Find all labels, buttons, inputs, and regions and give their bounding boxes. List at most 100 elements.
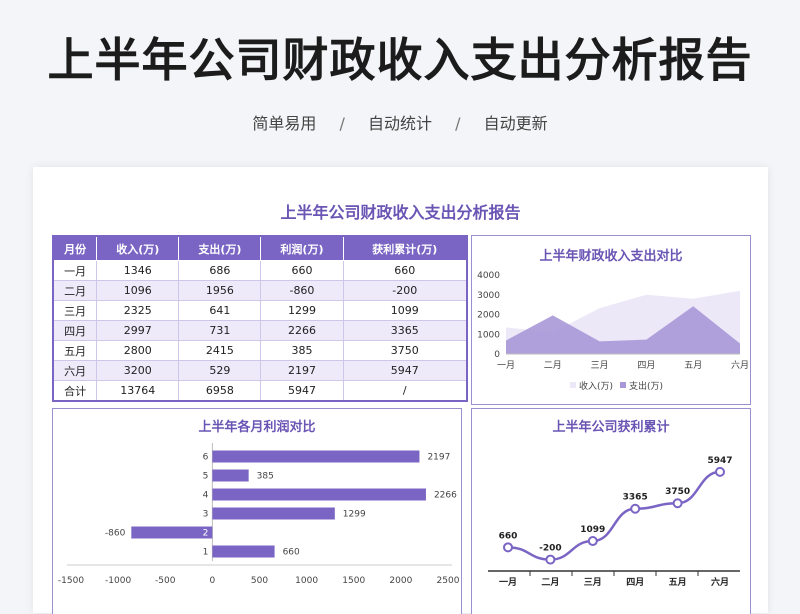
data-label: 1299	[343, 510, 366, 520]
table-row: 一月 1346 686 660 660	[52, 260, 468, 281]
monthly-profit-bar-chart: 1 660 2 -860 3 1299 4 2266 5 385 6 2197 -1500 -1000 -5…	[58, 443, 460, 586]
profit-bar	[212, 507, 335, 520]
x-tick-label: 五月	[669, 577, 687, 588]
table-row: 合计 13764 6958 5947/	[52, 380, 468, 402]
report-sheet: 上半年公司财政收入支出分析报告 月份 收入(万) 支出(万) 利润(万) 获利累…	[33, 167, 768, 614]
table-cell: /	[342, 380, 468, 402]
data-label: -860	[105, 529, 126, 539]
column-header: 月份	[52, 235, 98, 261]
table-cell: 合计	[52, 380, 98, 402]
cumulative-profit-line-chart: 660 -200 1099 3365 3750 5947 一月 二月 三月 四月 五月 六月	[488, 456, 740, 588]
table-cell: 1096	[96, 280, 180, 301]
data-point	[503, 542, 513, 553]
data-label: 5947	[707, 456, 732, 466]
table-cell: 2266	[260, 320, 344, 341]
profit-bar	[131, 526, 213, 539]
subtitle: 简单易用 / 自动统计 / 自动更新	[0, 113, 800, 135]
table-row: 三月 2325 641 1299 1099	[52, 300, 468, 321]
subtitle-item-3: 自动更新	[483, 114, 548, 133]
data-point	[715, 466, 725, 477]
data-point	[587, 536, 598, 547]
table-cell: 3200	[96, 360, 180, 381]
data-label: 1099	[580, 525, 605, 535]
column-header: 支出(万)	[178, 235, 262, 261]
profit-bar	[212, 545, 275, 558]
income-expense-chart-panel: 上半年财政收入支出对比 0 1000 2000 3000 4000 一月 二月 三月 四月 五月 六…	[471, 235, 751, 405]
x-tick-label: -500	[155, 576, 176, 586]
data-point	[545, 554, 556, 565]
x-tick-label: 1500	[342, 576, 365, 586]
x-tick-label: 1000	[295, 576, 318, 586]
line-chart-title: 上半年公司获利累计	[552, 420, 670, 435]
table-cell: 四月	[52, 320, 98, 341]
table-cell: 6958	[178, 380, 262, 402]
subtitle-item-2: 自动统计	[367, 114, 432, 133]
table-cell: 2197	[260, 360, 344, 381]
table-cell: 1346	[96, 260, 180, 281]
table-cell: 3365	[342, 320, 468, 341]
y-tick-label: 0	[494, 350, 500, 360]
sheet-title: 上半年公司财政收入支出分析报告	[280, 203, 521, 222]
table-row: 四月 2997 731 2266 3365	[52, 320, 468, 341]
table-cell: 660	[342, 260, 468, 281]
table-cell: 2997	[96, 320, 180, 341]
table-cell: 2415	[178, 340, 262, 361]
table-cell: 1099	[342, 300, 468, 321]
table-cell: 二月	[52, 280, 98, 301]
legend-swatch	[570, 382, 576, 388]
table-cell: 641	[178, 300, 262, 321]
subtitle-separator: /	[455, 114, 461, 133]
data-label: 2197	[427, 453, 450, 463]
data-point	[672, 498, 683, 509]
table-cell: 385	[260, 340, 344, 361]
data-label: -200	[539, 544, 562, 554]
table-cell: 五月	[52, 340, 98, 361]
category-label: 3	[203, 510, 209, 520]
profit-bar	[212, 469, 249, 482]
profit-bar	[212, 450, 420, 463]
x-tick-label: 0	[210, 576, 216, 586]
subtitle-separator: /	[339, 114, 345, 133]
table-cell: 5947	[260, 380, 344, 402]
table-cell: 3750	[342, 340, 468, 361]
x-tick-label: 三月	[584, 577, 602, 588]
x-tick-label: 500	[251, 576, 268, 586]
cumulative-profit-chart-panel: 上半年公司获利累计 660 -200 1099 3365 3750 5947 一月 二月 三月 四…	[471, 408, 751, 614]
table-cell: 1956	[178, 280, 262, 301]
x-tick-label: 一月	[497, 360, 515, 371]
column-header: 收入(万)	[96, 235, 180, 261]
category-label: 1	[203, 548, 209, 558]
table-cell: 六月	[52, 360, 98, 381]
legend-label: 收入(万)	[579, 380, 613, 392]
data-label: 385	[257, 472, 274, 482]
table-row: 二月 1096 1956 -860 -200	[52, 280, 468, 301]
data-label: 3365	[623, 493, 648, 503]
data-label: 660	[283, 548, 300, 558]
y-tick-label: 4000	[477, 271, 500, 281]
table-cell: 660	[260, 260, 344, 281]
table-row: 六月 3200 529 2197 5947	[52, 360, 468, 381]
column-header: 利润(万)	[260, 235, 344, 261]
table-cell: 686	[178, 260, 262, 281]
table-cell: 2800	[96, 340, 180, 361]
table-cell: 一月	[52, 260, 98, 281]
data-table: 月份 收入(万) 支出(万) 利润(万) 获利累计(万) 一月 1346 686 66…	[52, 235, 468, 402]
legend-label: 支出(万)	[629, 380, 663, 392]
monthly-profit-chart-panel: 上半年各月利润对比 1 660 2 -860 3 1299 4 2266 5 385 6 2197 -1…	[52, 408, 462, 614]
x-tick-label: -1000	[105, 576, 131, 586]
x-tick-label: 2000	[389, 576, 412, 586]
area-chart-title: 上半年财政收入支出对比	[539, 249, 683, 264]
x-tick-label: 四月	[637, 360, 655, 371]
x-tick-label: 六月	[731, 359, 749, 371]
x-tick-label: 2500	[437, 576, 460, 586]
x-tick-label: 四月	[626, 577, 644, 588]
legend-swatch	[620, 382, 626, 388]
category-label: 6	[203, 453, 209, 463]
table-cell: 1299	[260, 300, 344, 321]
table-cell: -200	[342, 280, 468, 301]
subtitle-item-1: 简单易用	[252, 114, 317, 133]
profit-bar	[212, 488, 426, 501]
table-cell: 5947	[342, 360, 468, 381]
data-label: 2266	[434, 491, 457, 501]
column-header: 获利累计(万)	[342, 235, 468, 261]
